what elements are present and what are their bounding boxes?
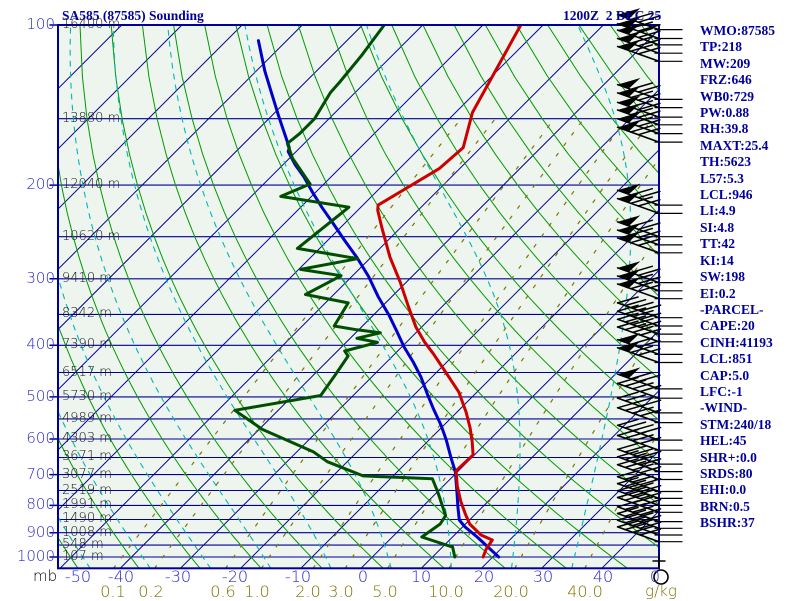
- pressure-tick-label: 500: [0, 389, 55, 404]
- mixing-ratio-tick-label: 40.0: [567, 584, 603, 600]
- stat-line: CAPE:20: [700, 318, 800, 334]
- mixing-ratio-tick-label: 20.0: [493, 584, 529, 600]
- stat-line: RH:39.8: [700, 121, 800, 137]
- mixing-ratio-tick-label: 2.0: [295, 584, 320, 600]
- mixing-ratio-tick-label: 3.0: [328, 584, 353, 600]
- stat-line: LCL:946: [700, 187, 800, 203]
- mixing-ratio-unit-label: g/kg: [645, 584, 677, 599]
- height-label: 2519 m: [62, 484, 112, 497]
- temperature-tick-label: -30: [165, 569, 191, 585]
- stat-line: CINH:41193: [700, 335, 800, 351]
- height-label: 3671 m: [62, 450, 112, 463]
- stat-line: SW:198: [700, 269, 800, 285]
- height-label: 10620 m: [62, 230, 120, 243]
- stat-line: SI:4.8: [700, 220, 800, 236]
- height-label: 4989 m: [62, 412, 112, 425]
- temperature-tick-label: 30: [533, 569, 553, 585]
- stat-line: TT:42: [700, 236, 800, 252]
- stat-line: L57:5.3: [700, 171, 800, 187]
- stat-line: KI:14: [700, 253, 800, 269]
- pressure-tick-label: 600: [0, 431, 55, 446]
- stat-line: LFC:-1: [700, 384, 800, 400]
- mixing-ratio-tick-label: 0.1: [100, 584, 125, 600]
- pressure-tick-label: 200: [0, 177, 55, 192]
- height-label: 107 m: [62, 550, 104, 563]
- height-label: 13880 m: [62, 112, 120, 125]
- stat-line: CAP:5.0: [700, 368, 800, 384]
- datetime-label: 1200Z 2 DEC 25: [563, 9, 661, 23]
- height-label: 9410 m: [62, 272, 112, 285]
- stat-line: BRN:0.5: [700, 499, 800, 515]
- pressure-tick-label: 800: [0, 497, 55, 512]
- height-label: 12040 m: [62, 178, 120, 191]
- pressure-tick-label: 700: [0, 467, 55, 482]
- pressure-tick-label: 300: [0, 271, 55, 286]
- stat-line: TP:218: [700, 39, 800, 55]
- mixing-ratio-tick-label: 5.0: [372, 584, 397, 600]
- height-label: 7390 m: [62, 338, 112, 351]
- height-label: 6517 m: [62, 366, 112, 379]
- mixing-ratio-tick-label: 1.0: [244, 584, 269, 600]
- stat-line: -WIND-: [700, 400, 800, 416]
- pressure-tick-label: 400: [0, 337, 55, 352]
- stat-line: SRDS:80: [700, 466, 800, 482]
- pressure-tick-label: 1000: [0, 549, 55, 564]
- mixing-ratio-tick-label: 0.2: [138, 584, 163, 600]
- stat-line: -PARCEL-: [700, 302, 800, 318]
- stat-line: TH:5623: [700, 154, 800, 170]
- pressure-tick-label: 900: [0, 525, 55, 540]
- stat-line: LI:4.9: [700, 203, 800, 219]
- pressure-unit-label: mb: [33, 569, 57, 584]
- height-label: 4303 m: [62, 432, 112, 445]
- stat-line: FRZ:646: [700, 72, 800, 88]
- stat-line: LCL:851: [700, 351, 800, 367]
- stat-line: PW:0.88: [700, 105, 800, 121]
- stat-line: WB0:729: [700, 89, 800, 105]
- height-label: 16400 m: [62, 18, 120, 31]
- stat-line: BSHR:37: [700, 515, 800, 531]
- height-label: 5730 m: [62, 390, 112, 403]
- temperature-tick-label: 0: [358, 569, 368, 585]
- temperature-tick-label: 20: [474, 569, 494, 585]
- stat-line: SHR+:0.0: [700, 450, 800, 466]
- pressure-tick-label: 100: [0, 17, 55, 32]
- stat-line: STM:240/18: [700, 417, 800, 433]
- height-label: 1490 m: [62, 512, 112, 525]
- mixing-ratio-tick-label: 0.6: [210, 584, 235, 600]
- height-label: 3077 m: [62, 468, 112, 481]
- stat-line: HEL:45: [700, 433, 800, 449]
- height-label: 8342 m: [62, 307, 112, 320]
- height-label: 1991 m: [62, 498, 112, 511]
- stat-line: MAXT:25.4: [700, 138, 800, 154]
- stat-line: EI:0.2: [700, 286, 800, 302]
- stat-line: EHI:0.0: [700, 482, 800, 498]
- stat-line: WMO:87585: [700, 23, 800, 39]
- mixing-ratio-tick-label: 10.0: [428, 584, 464, 600]
- temperature-tick-label: -50: [65, 569, 91, 585]
- stat-line: MW:209: [700, 56, 800, 72]
